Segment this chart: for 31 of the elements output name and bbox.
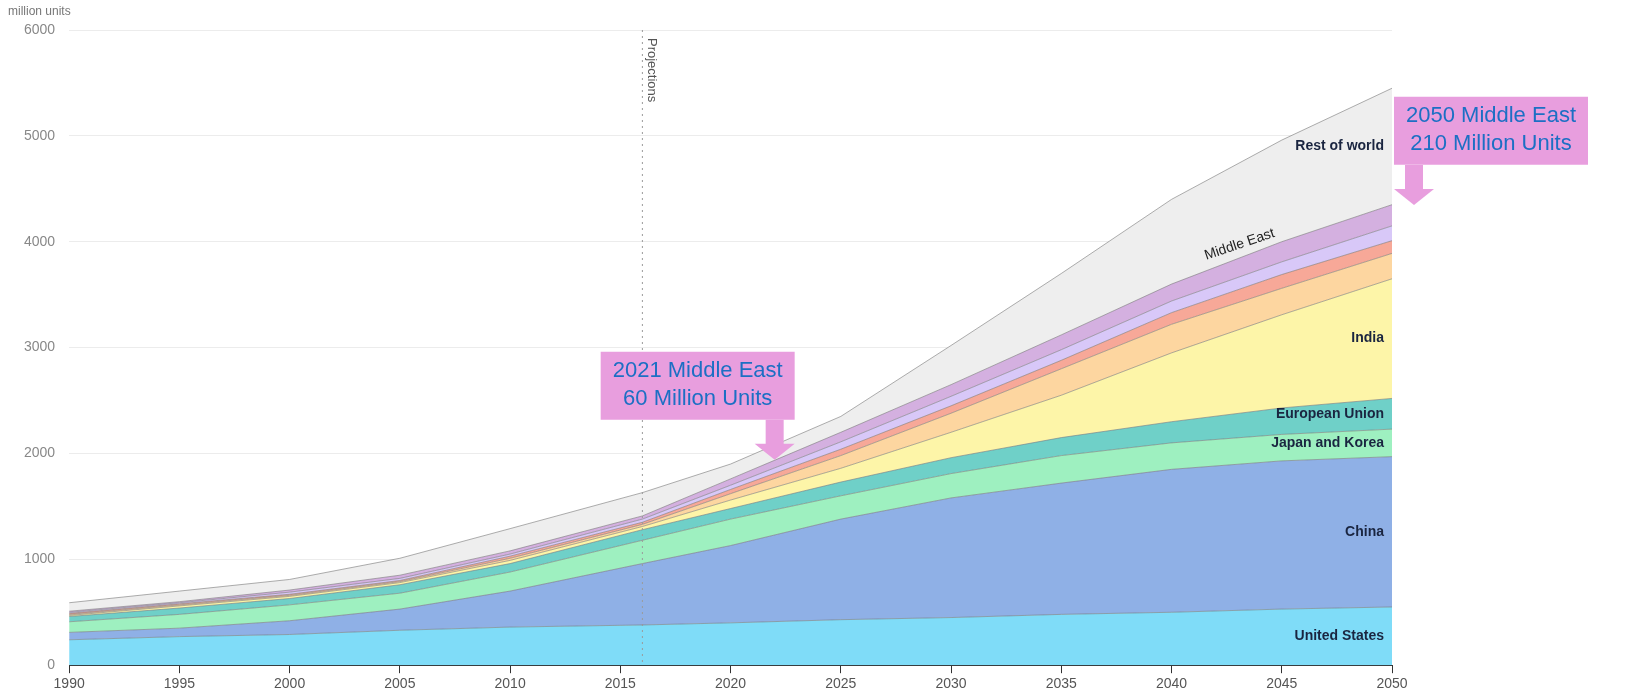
x-tick-label: 2040 [1155, 675, 1188, 692]
y-tick-label: 0 [47, 656, 56, 673]
x-tick-label: 2020 [714, 675, 747, 692]
x-tick-label: 2005 [384, 675, 416, 692]
annotation: 2050 Middle East 210 Million Units [1406, 101, 1576, 155]
x-tick-label: 2030 [935, 675, 967, 692]
x-tick-label: 2015 [604, 675, 637, 692]
x-tick-label: 2000 [274, 675, 306, 692]
series-label: China [1345, 522, 1385, 539]
series-label: India [1351, 329, 1385, 346]
series-label: United States [1294, 626, 1385, 643]
x-tick-label: 1990 [53, 675, 85, 692]
x-tick-label: 2010 [494, 675, 526, 692]
series-label: Japan and Korea [1271, 433, 1385, 450]
x-tick-label: 2035 [1045, 675, 1078, 692]
y-tick-label: 3000 [23, 338, 56, 355]
y-tick-label: 2000 [23, 444, 56, 461]
y-tick-label: 4000 [23, 232, 56, 249]
y-tick-label: 1000 [23, 550, 56, 567]
text: Middle East [1201, 224, 1277, 263]
annotation: 2021 Middle East 60 Million Units [612, 356, 783, 410]
x-tick-label: 2045 [1266, 675, 1298, 692]
x-tick-label: 2025 [825, 675, 857, 692]
y-axis-title: million units [8, 4, 71, 19]
ref-line-label: Projections [645, 38, 661, 103]
series-label: Rest of world [1295, 137, 1384, 154]
series-label: European Union [1275, 404, 1384, 421]
x-tick-label: 2050 [1376, 675, 1408, 692]
y-tick-label: 5000 [23, 126, 56, 143]
x-tick-label: 1995 [163, 675, 196, 692]
y-tick-label: 6000 [23, 20, 56, 37]
